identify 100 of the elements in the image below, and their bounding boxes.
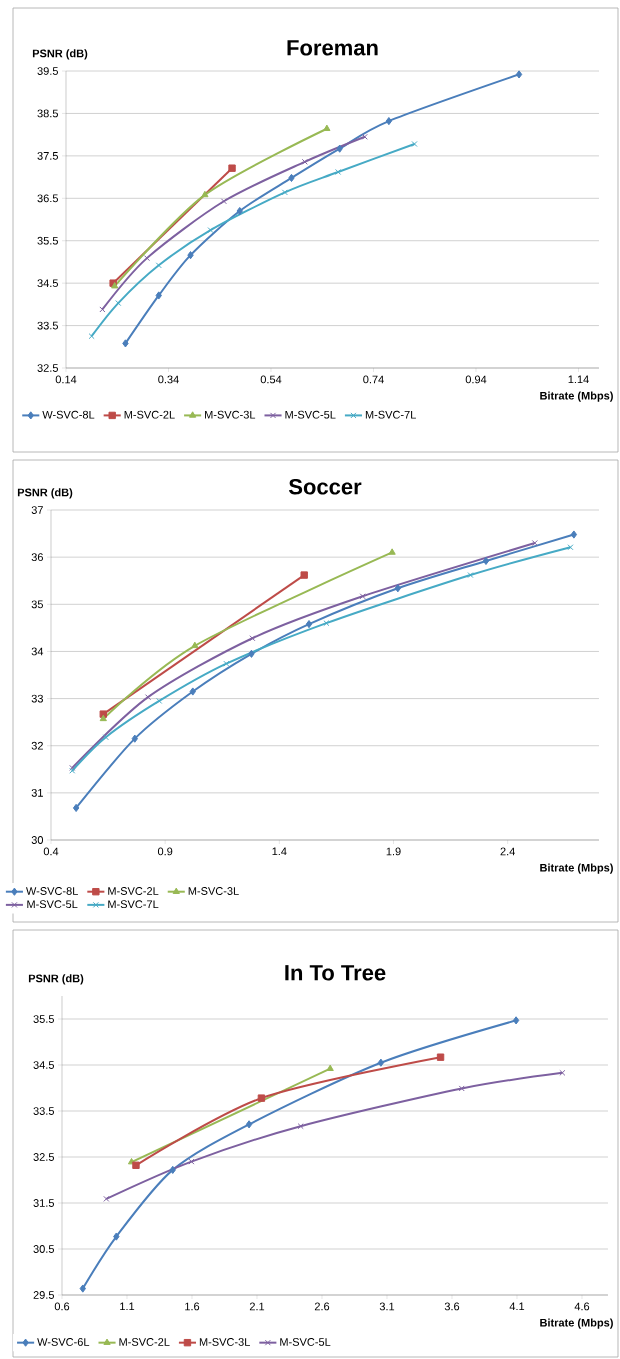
point [359,593,366,600]
point [187,251,194,260]
point [236,206,243,216]
legend-label: W-SVC-8L [26,887,78,895]
point [72,803,80,813]
point [228,164,236,172]
point [436,1053,445,1061]
y-tick-label: 35.5 [33,1015,54,1023]
point [103,1195,110,1202]
point [245,1120,253,1129]
y-tick-label: 31 [31,788,43,797]
point [155,291,162,300]
point [512,1016,520,1025]
x-tick-label: 0.4 [43,847,59,856]
y-tick-label: 29.5 [33,1291,54,1299]
x-tick-label: 4.6 [574,1302,590,1311]
point [458,1085,465,1092]
point [361,133,368,140]
chart-title: Soccer [288,478,362,495]
y-tick-label: 36 [31,553,43,562]
point [335,168,342,176]
x-tick-label: 3.1 [379,1302,395,1311]
y-tick-label: 33 [31,694,43,703]
point [223,660,230,667]
chart-title: Foreman [287,40,378,56]
point [301,158,308,165]
point [257,1094,266,1102]
point [248,649,255,658]
x-axis-title: Bitrate (Mbps) [540,391,613,402]
x-tick-label: 2.6 [314,1302,330,1311]
point [189,687,196,696]
chart-title: In To Tree [285,965,386,981]
y-axis-title: PSNR (dB) [28,974,84,985]
legend-label: M-SVC-7L [365,410,416,419]
point [288,173,295,183]
y-tick-label: 37.5 [37,151,58,160]
point [559,1069,566,1076]
point [79,1284,86,1293]
point [188,1158,195,1165]
point [531,539,538,547]
y-tick-label: 30.5 [33,1245,54,1253]
x-tick-label: 0.34 [158,375,179,384]
x-tick-label: 0.94 [465,375,487,384]
point [191,641,199,649]
x-tick-label: 0.74 [363,375,384,384]
point [297,1123,304,1130]
y-tick-label: 36.5 [37,194,58,203]
point [394,584,402,593]
x-tick-label: 2.1 [249,1302,265,1311]
legend-label: M-SVC-5L [27,900,78,909]
legend-label: M-SVC-2L [119,1338,170,1346]
x-tick-label: 3.6 [444,1302,460,1311]
legend-label: M-SVC-2L [108,887,159,895]
y-tick-label: 32 [31,741,43,750]
legend-label: W-SVC-8L [42,410,95,419]
x-axis-title: Bitrate (Mbps) [540,1318,613,1329]
point [385,116,393,126]
y-tick-label: 39.5 [37,67,58,75]
point [131,734,138,743]
point [323,620,330,627]
point [377,1058,385,1067]
point [220,198,227,205]
point [467,572,474,579]
point [113,1232,120,1241]
y-tick-label: 35.5 [37,236,58,245]
point [515,70,523,79]
point [132,1161,140,1169]
legend-label: M-SVC-3L [188,887,239,895]
point [207,227,214,234]
point [570,530,578,539]
point [388,548,396,555]
y-tick-label: 34.5 [33,1061,54,1069]
legend-label: M-SVC-5L [285,410,336,419]
y-tick-label: 37 [31,506,43,514]
point [482,556,490,566]
point [305,620,313,629]
point [281,189,288,196]
y-tick-label: 31.5 [33,1199,54,1207]
x-tick-label: 1.14 [568,375,589,384]
point [249,635,256,642]
point [300,571,308,579]
y-tick-label: 34.5 [37,279,58,288]
point [122,339,129,348]
x-tick-label: 0.6 [54,1302,70,1311]
x-tick-label: 1.1 [120,1302,135,1311]
x-tick-label: 0.54 [260,375,282,384]
y-tick-label: 34 [31,647,44,656]
x-axis-title: Bitrate (Mbps) [540,863,613,874]
legend-label: M-SVC-3L [199,1338,250,1346]
legend-label: W-SVC-6L [37,1338,90,1346]
legend-label: M-SVC-5L [280,1338,331,1346]
x-tick-label: 1.4 [272,847,287,856]
y-tick-label: 32.5 [37,364,58,372]
point [88,333,95,340]
point [323,124,331,132]
point [144,694,152,701]
x-tick-label: 0.9 [157,847,173,856]
y-tick-label: 33.5 [37,321,58,330]
legend-label: M-SVC-7L [108,900,159,909]
y-tick-label: 32.5 [33,1153,54,1161]
